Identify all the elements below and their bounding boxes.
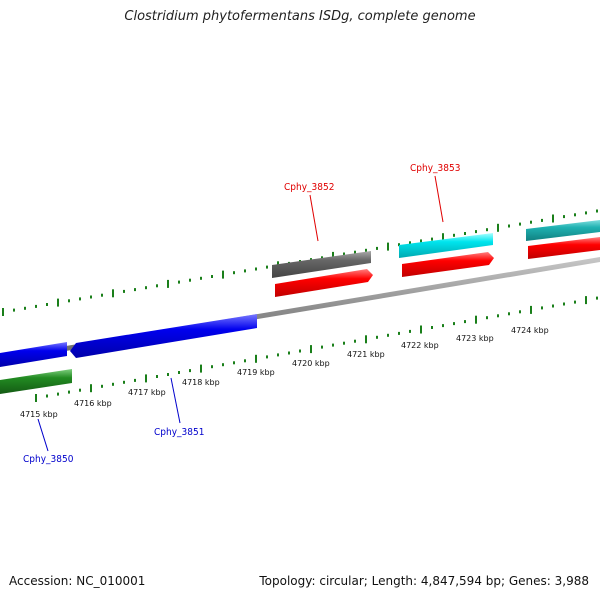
leader-line-cphy-3852	[309, 194, 319, 242]
rna-feature-teal	[526, 220, 600, 241]
feature-cphy-3850	[0, 369, 72, 394]
gene-label-cphy-3850: Cphy_3850	[23, 454, 74, 465]
gene-label-cphy-3851: Cphy_3851	[154, 427, 204, 438]
reverse-cds-cphy-3851	[70, 314, 257, 358]
kbp-label: 4718 kbp	[182, 378, 220, 387]
forward-cds-cphy-3852	[275, 269, 373, 297]
accession-text: Accession: NC_010001	[9, 574, 146, 588]
gene-label-cphy-3853: Cphy_3853	[410, 163, 460, 174]
forward-cds-cphy-3853	[402, 252, 494, 277]
kbp-label: 4724 kbp	[511, 326, 549, 335]
reverse-cds-left	[0, 342, 67, 367]
leader-line-cphy-3850	[37, 418, 49, 452]
kbp-label: 4722 kbp	[401, 341, 439, 350]
map-title: Clostridium phytofermentans ISDg, comple…	[124, 9, 476, 24]
kbp-label: 4715 kbp	[20, 410, 58, 419]
kbp-label: 4721 kbp	[347, 350, 385, 359]
leader-line-cphy-3851	[170, 377, 181, 424]
gene-feature-grey	[272, 251, 371, 278]
forward-cds-right	[528, 237, 600, 259]
outer-tick-marks	[2, 209, 598, 316]
rna-feature-cyan	[399, 233, 493, 258]
gene-label-cphy-3852: Cphy_3852	[284, 182, 334, 193]
kbp-label: 4720 kbp	[292, 359, 330, 368]
scale-labels: 4715 kbp 4716 kbp 4717 kbp 4718 kbp 4719…	[20, 326, 549, 419]
kbp-label: 4716 kbp	[74, 399, 112, 408]
kbp-label: 4723 kbp	[456, 334, 494, 343]
kbp-label: 4719 kbp	[237, 368, 275, 377]
kbp-label: 4717 kbp	[128, 388, 166, 397]
leader-line-cphy-3853	[434, 175, 444, 223]
inner-tick-marks	[35, 296, 598, 402]
topology-text: Topology: circular; Length: 4,847,594 bp…	[259, 574, 589, 588]
